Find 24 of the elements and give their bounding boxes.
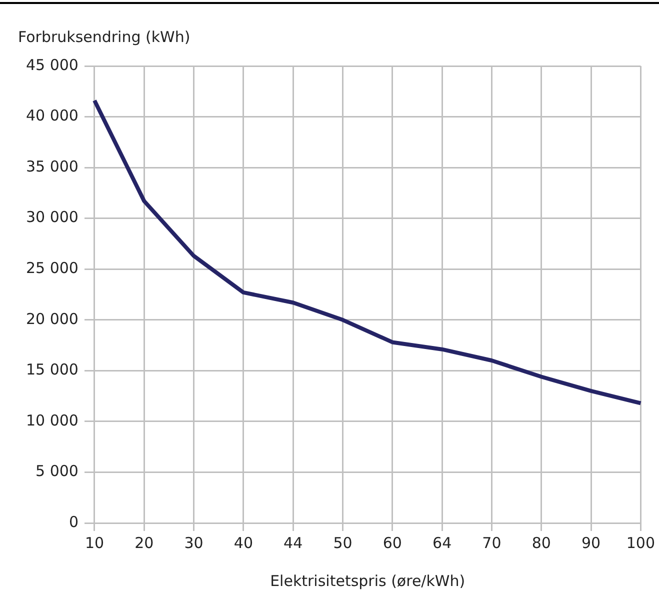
x-tick-label: 10 [84, 534, 104, 552]
x-axis-title: Elektrisitetspris (øre/kWh) [270, 572, 466, 590]
x-tick-label: 30 [184, 534, 204, 552]
x-tick-label: 70 [482, 534, 502, 552]
x-tick-label: 90 [581, 534, 601, 552]
x-tick-label: 60 [382, 534, 402, 552]
y-tick-label: 45 000 [26, 56, 78, 74]
y-tick-label: 0 [68, 512, 78, 531]
y-axis-title: Forbruksendring (kWh) [18, 28, 190, 46]
y-tick-label: 25 000 [26, 259, 78, 277]
x-tick-label: 20 [134, 534, 154, 552]
y-tick-label: 15 000 [26, 360, 78, 379]
y-tick-label: 20 000 [26, 310, 78, 328]
x-tick-label: 100 [626, 534, 656, 552]
x-tick-label: 40 [234, 534, 253, 552]
x-tick-label: 80 [532, 534, 551, 552]
y-tick-label: 5 000 [36, 462, 78, 480]
y-tick-label: 30 000 [26, 208, 78, 226]
y-tick-label: 35 000 [26, 157, 78, 176]
x-tick-label: 50 [333, 534, 352, 552]
x-tick-label: 64 [432, 534, 452, 552]
x-tick-label: 44 [284, 534, 303, 552]
y-tick-label: 10 000 [26, 411, 78, 430]
y-tick-label: 40 000 [26, 106, 78, 125]
